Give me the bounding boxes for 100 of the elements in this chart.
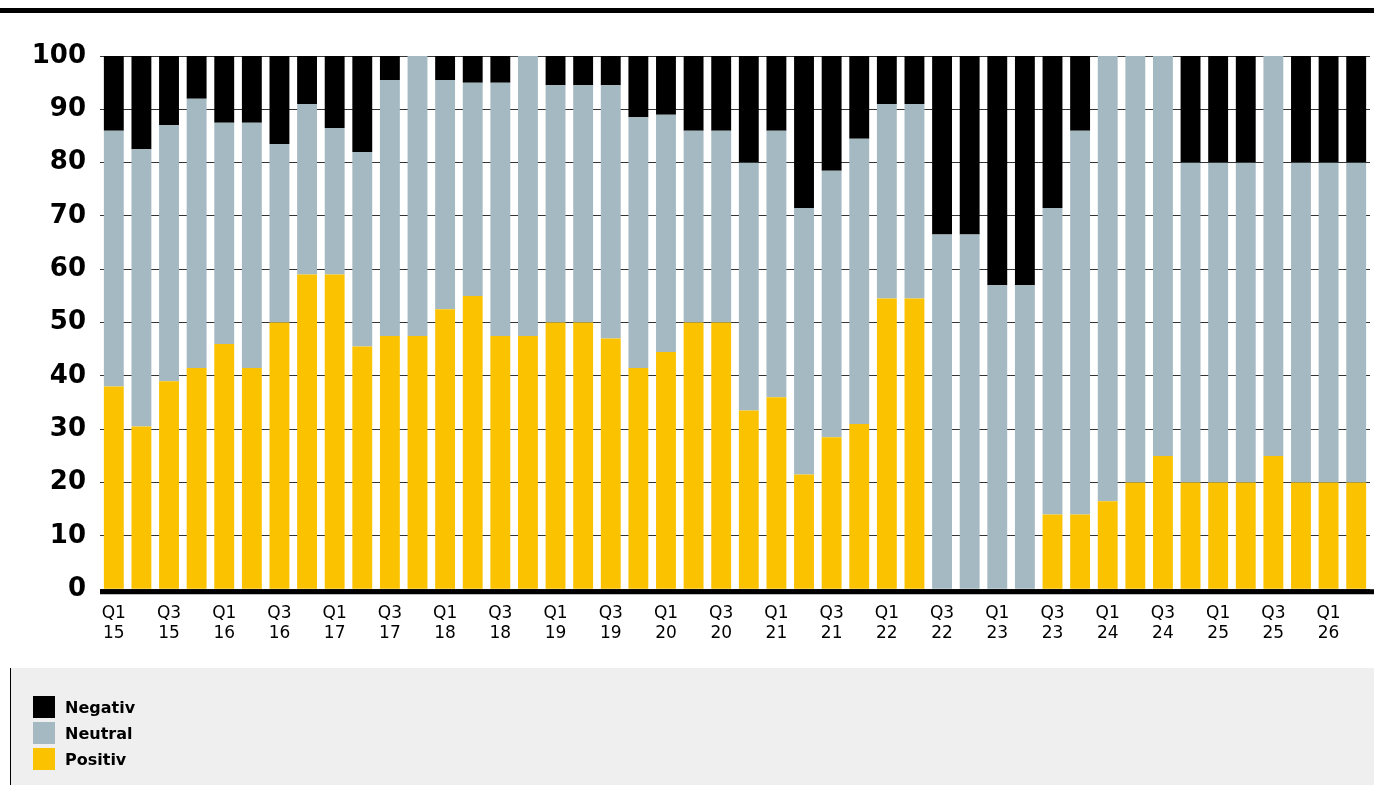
- bar: [738, 410, 759, 589]
- bar: [1208, 56, 1229, 163]
- bar: [297, 103, 317, 275]
- y-tick-label: 10: [49, 518, 86, 549]
- bar: [1208, 482, 1229, 589]
- bar: [738, 56, 759, 163]
- bar: [545, 322, 566, 589]
- bar: [849, 423, 870, 589]
- bar: [545, 56, 566, 86]
- bar: [656, 114, 676, 352]
- bar: [1235, 482, 1256, 589]
- bar: [683, 322, 704, 589]
- bar: [904, 56, 925, 104]
- y-tick-label: 40: [49, 358, 86, 389]
- x-tick-label: Q3 25: [1261, 601, 1286, 643]
- bar: [766, 56, 787, 131]
- y-tick-label: 90: [49, 92, 86, 123]
- bar: [600, 56, 621, 86]
- x-tick-label: Q1 16: [212, 601, 237, 643]
- x-tick-label: Q3 16: [267, 601, 292, 643]
- x-tick-label: Q1 26: [1316, 601, 1341, 643]
- bar: [241, 122, 262, 368]
- bar: [131, 56, 152, 150]
- bar: [573, 56, 594, 86]
- bar: [214, 56, 235, 123]
- y-tick-label: 70: [49, 198, 86, 229]
- bar: [1291, 162, 1311, 483]
- bar: [1208, 162, 1229, 483]
- bar: [794, 207, 814, 475]
- bar: [269, 143, 290, 323]
- bar: [849, 138, 870, 424]
- bar: [1180, 482, 1201, 589]
- x-tick-label: Q1 25: [1206, 601, 1231, 643]
- bar: [379, 79, 400, 336]
- bar: [904, 103, 925, 299]
- bar: [711, 56, 732, 131]
- bar: [1042, 207, 1063, 515]
- bar: [269, 322, 290, 589]
- bar: [379, 56, 400, 80]
- bar: [1318, 56, 1339, 163]
- bar: [1263, 56, 1284, 456]
- bar: [1346, 162, 1367, 483]
- bar: [490, 56, 511, 83]
- bar: [573, 322, 594, 589]
- bar: [186, 98, 207, 368]
- x-tick-label: Q1 21: [764, 601, 789, 643]
- bar: [269, 56, 290, 144]
- bar: [159, 125, 179, 382]
- bar: [462, 295, 483, 589]
- legend-label: Neutral: [65, 723, 133, 743]
- bar: [435, 79, 456, 310]
- bar: [1291, 482, 1311, 589]
- bar: [932, 234, 952, 589]
- x-tick-label: Q3 19: [598, 601, 623, 643]
- x-tick-label: Q3 23: [1040, 601, 1065, 643]
- x-tick-label: Q3 18: [488, 601, 513, 643]
- bar: [1070, 130, 1091, 515]
- bar: [1070, 56, 1091, 131]
- bar: [490, 82, 511, 336]
- bar: [186, 367, 207, 589]
- bar: [1014, 285, 1035, 589]
- bar: [600, 85, 621, 339]
- bar: [324, 127, 345, 275]
- x-tick-label: Q3 15: [156, 601, 182, 643]
- bar: [1014, 56, 1035, 286]
- y-tick-label: 0: [67, 571, 86, 602]
- bar: [1180, 162, 1201, 483]
- bar: [159, 56, 179, 126]
- bar: [683, 56, 704, 131]
- bar: [794, 56, 814, 208]
- bar: [932, 56, 952, 235]
- bar: [821, 437, 842, 589]
- bar: [1235, 56, 1256, 163]
- bar: [1153, 455, 1173, 589]
- bar: [462, 56, 483, 83]
- bar: [656, 56, 676, 115]
- bar: [352, 346, 373, 589]
- bar: [324, 274, 345, 589]
- bar: [186, 56, 207, 99]
- bar: [1097, 56, 1118, 502]
- bar: [1180, 56, 1201, 163]
- bar: [821, 170, 842, 438]
- bar: [683, 130, 704, 323]
- x-tick-label: Q1 23: [985, 601, 1010, 643]
- bar: [987, 285, 1008, 589]
- x-tick-label: Q1 22: [874, 601, 899, 643]
- y-tick-label: 100: [31, 38, 86, 69]
- bar: [656, 351, 676, 589]
- x-tick-label: Q3 20: [709, 601, 734, 643]
- legend-label: Positiv: [65, 749, 127, 769]
- legend-label: Negativ: [65, 697, 136, 717]
- bar: [462, 82, 483, 296]
- bar: [738, 162, 759, 411]
- bar: [324, 56, 345, 128]
- bar: [1125, 56, 1146, 483]
- y-tick-label: 50: [49, 305, 86, 336]
- bar: [821, 56, 842, 171]
- bar: [518, 56, 538, 336]
- bar: [131, 149, 152, 427]
- bar: [1042, 56, 1063, 208]
